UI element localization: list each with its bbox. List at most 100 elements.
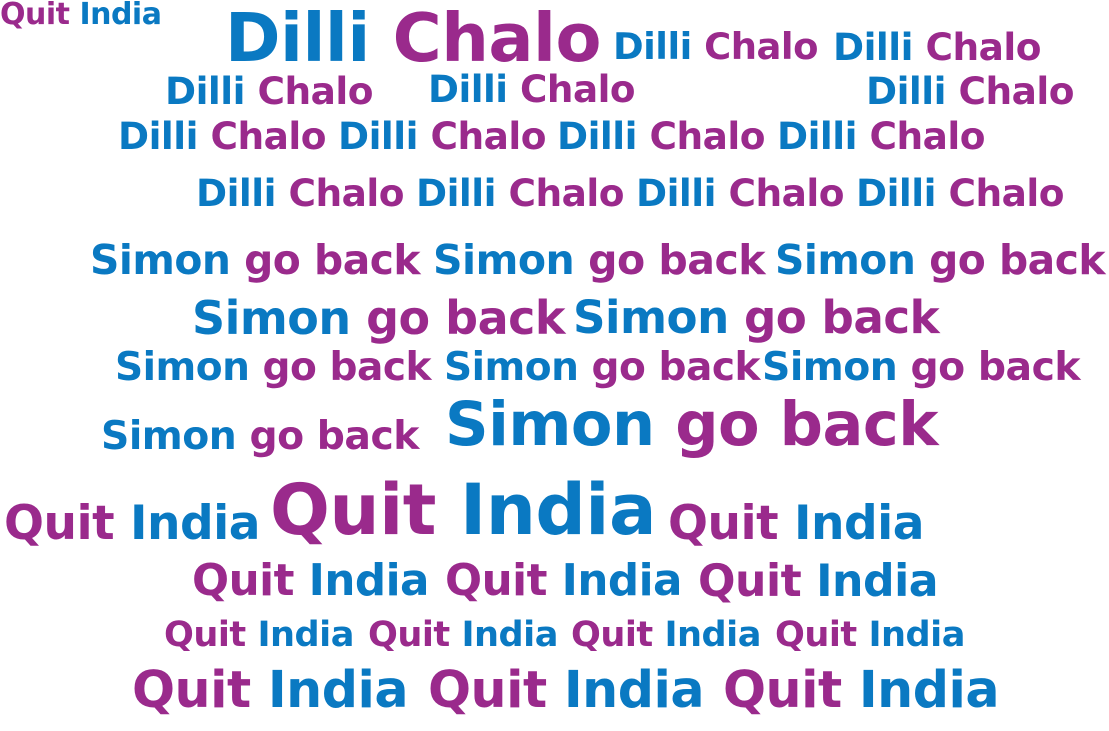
quit-india-phrase: Quit India	[132, 664, 409, 716]
phrase-word-1: Dilli	[866, 69, 946, 113]
phrase-word-2: India	[257, 614, 354, 655]
phrase-word-2: India	[816, 556, 938, 607]
phrase-word-2: go back	[244, 236, 421, 284]
simon-go-back-phrase: Simon go back	[433, 239, 766, 281]
phrase-word-1: Quit	[445, 556, 547, 606]
phrase-word-2: Chalo	[925, 25, 1042, 69]
dilli-chalo-phrase: Dilli Chalo	[428, 70, 635, 108]
phrase-word-1: Quit	[723, 660, 842, 719]
quit-india-phrase: Quit India	[4, 500, 261, 547]
phrase-word-1: Simon	[101, 414, 237, 459]
phrase-word-1: Quit	[368, 614, 450, 655]
phrase-word-1: Simon	[762, 344, 898, 390]
phrase-word-2: go back	[588, 236, 766, 284]
phrase-word-1: Dilli	[196, 171, 276, 215]
simon-go-back-phrase: Simon go back	[445, 395, 938, 456]
dilli-chalo-phrase: Dilli Chalo	[225, 5, 601, 72]
phrase-word-2: India	[459, 469, 657, 551]
phrase-word-1: Simon	[573, 291, 729, 344]
quit-india-phrase: Quit India	[698, 559, 938, 604]
simon-go-back-phrase: Simon go back	[192, 295, 565, 341]
dilli-chalo-phrase: Dilli Chalo	[165, 72, 373, 110]
phrase-word-1: Simon	[192, 291, 351, 345]
phrase-word-2: Chalo	[430, 114, 547, 158]
quit-india-phrase: Quit India	[0, 0, 162, 32]
phrase-word-2: go back	[366, 291, 565, 345]
phrase-word-2: India	[794, 496, 925, 551]
phrase-word-1: Dilli	[416, 171, 496, 215]
phrase-word-2: Chalo	[210, 114, 327, 158]
phrase-word-1: Quit	[270, 469, 436, 551]
quit-india-phrase: Quit India	[368, 617, 558, 652]
phrase-word-2: go back	[262, 345, 432, 390]
phrase-word-2: Chalo	[520, 67, 635, 111]
phrase-word-1: Simon	[774, 236, 916, 284]
simon-go-back-phrase: Simon go back	[444, 348, 760, 387]
phrase-word-2: go back	[249, 414, 419, 459]
phrase-word-2: India	[130, 496, 261, 551]
phrase-word-1: Quit	[428, 660, 547, 719]
phrase-word-1: Dilli	[338, 114, 418, 158]
phrase-word-2: India	[563, 660, 705, 719]
phrase-word-2: India	[267, 660, 409, 719]
phrase-word-1: Quit	[164, 614, 246, 655]
simon-go-back-phrase: Simon go back	[762, 347, 1081, 387]
phrase-word-2: go back	[929, 236, 1105, 284]
phrase-word-1: Simon	[444, 345, 579, 390]
phrase-word-1: Dilli	[225, 0, 370, 77]
phrase-word-1: Quit	[192, 556, 294, 606]
phrase-word-1: Simon	[90, 236, 231, 284]
phrase-word-2: India	[461, 614, 558, 655]
phrase-word-2: Chalo	[958, 69, 1075, 113]
phrase-word-2: Chalo	[728, 171, 845, 215]
phrase-word-1: Dilli	[428, 67, 508, 111]
phrase-word-2: Chalo	[649, 114, 766, 158]
phrase-word-2: go back	[591, 345, 761, 390]
phrase-word-2: India	[308, 556, 430, 606]
quit-india-phrase: Quit India	[428, 664, 705, 716]
phrase-word-2: go back	[910, 344, 1081, 390]
phrase-word-2: Chalo	[704, 25, 818, 68]
dilli-chalo-phrase: Dilli Chalo	[196, 174, 404, 212]
simon-go-back-phrase: Simon go back	[775, 240, 1106, 281]
phrase-word-2: Chalo	[948, 171, 1065, 215]
dilli-chalo-phrase: Dilli Chalo	[856, 174, 1064, 212]
phrase-word-1: Dilli	[636, 171, 716, 215]
simon-go-back-phrase: Simon go back	[573, 295, 940, 340]
phrase-word-1: Simon	[445, 390, 655, 460]
phrase-word-2: Chalo	[257, 69, 374, 113]
dilli-chalo-phrase: Dilli Chalo	[557, 117, 765, 155]
phrase-word-1: Dilli	[557, 114, 637, 158]
phrase-word-1: Dilli	[777, 114, 857, 158]
phrase-word-1: Simon	[115, 345, 250, 390]
phrase-word-1: Quit	[775, 614, 857, 655]
phrase-word-2: India	[79, 0, 162, 32]
quit-india-phrase: Quit India	[668, 500, 925, 547]
phrase-word-1: Quit	[132, 660, 251, 719]
phrase-word-2: Chalo	[869, 114, 986, 158]
quit-india-phrase: Quit India	[775, 617, 965, 652]
quit-india-phrase: Quit India	[723, 664, 1000, 716]
phrase-word-1: Dilli	[613, 25, 692, 68]
phrase-word-1: Quit	[571, 614, 653, 655]
dilli-chalo-phrase: Dilli Chalo	[338, 117, 546, 155]
dilli-chalo-phrase: Dilli Chalo	[118, 117, 326, 155]
quit-india-phrase: Quit India	[571, 617, 761, 652]
quit-india-phrase: Quit India	[192, 559, 429, 604]
simon-go-back-phrase: Simon go back	[90, 240, 421, 281]
phrase-word-1: Quit	[0, 0, 70, 32]
phrase-word-2: India	[868, 614, 965, 655]
phrase-word-2: India	[561, 556, 683, 606]
dilli-chalo-phrase: Dilli Chalo	[416, 174, 624, 212]
phrase-word-1: Dilli	[856, 171, 936, 215]
simon-go-back-phrase: Simon go back	[101, 417, 419, 456]
phrase-word-2: Chalo	[508, 171, 625, 215]
phrase-word-2: India	[858, 660, 1000, 719]
dilli-chalo-phrase: Dilli Chalo	[636, 174, 844, 212]
phrase-word-2: India	[664, 614, 761, 655]
phrase-word-2: go back	[743, 291, 940, 344]
phrase-word-2: Chalo	[288, 171, 405, 215]
quit-india-phrase: Quit India	[270, 475, 657, 545]
phrase-word-1: Dilli	[118, 114, 198, 158]
